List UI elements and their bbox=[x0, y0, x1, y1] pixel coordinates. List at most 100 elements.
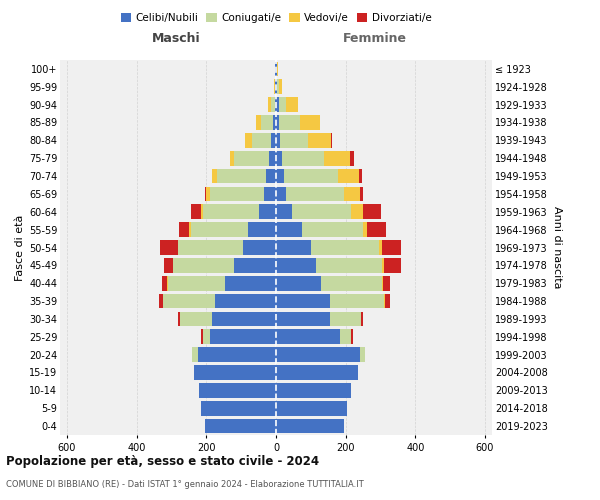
Bar bbox=[276, 98, 279, 112]
Bar bbox=[302, 222, 363, 237]
Text: Femmine: Femmine bbox=[343, 32, 407, 45]
Bar bbox=[178, 240, 243, 255]
Bar bbox=[382, 240, 401, 255]
Bar bbox=[201, 330, 203, 344]
Bar bbox=[167, 276, 168, 290]
Bar bbox=[344, 186, 359, 201]
Bar bbox=[361, 312, 363, 326]
Y-axis label: Anni di nascita: Anni di nascita bbox=[552, 206, 562, 289]
Bar bbox=[180, 312, 212, 326]
Bar bbox=[234, 258, 276, 272]
Bar bbox=[276, 168, 284, 184]
Bar bbox=[331, 133, 332, 148]
Bar bbox=[194, 365, 276, 380]
Bar bbox=[271, 133, 276, 148]
Bar bbox=[276, 258, 316, 272]
Bar bbox=[269, 151, 276, 166]
Bar bbox=[359, 168, 362, 184]
Bar bbox=[191, 204, 201, 219]
Bar bbox=[206, 186, 210, 201]
Bar bbox=[205, 419, 276, 434]
Bar bbox=[311, 240, 379, 255]
Bar bbox=[212, 168, 217, 184]
Bar bbox=[383, 276, 390, 290]
Bar bbox=[275, 62, 276, 76]
Bar bbox=[168, 276, 226, 290]
Y-axis label: Fasce di età: Fasce di età bbox=[14, 214, 25, 280]
Bar bbox=[276, 401, 347, 415]
Bar bbox=[178, 312, 180, 326]
Bar bbox=[340, 330, 351, 344]
Bar bbox=[276, 186, 286, 201]
Bar bbox=[316, 258, 382, 272]
Bar bbox=[276, 276, 321, 290]
Bar bbox=[359, 186, 363, 201]
Text: Maschi: Maschi bbox=[152, 32, 201, 45]
Bar bbox=[201, 401, 276, 415]
Bar bbox=[286, 186, 344, 201]
Bar bbox=[261, 115, 273, 130]
Bar bbox=[276, 240, 311, 255]
Bar bbox=[163, 294, 215, 308]
Bar bbox=[276, 204, 292, 219]
Bar bbox=[210, 330, 276, 344]
Bar bbox=[256, 115, 261, 130]
Bar bbox=[191, 222, 248, 237]
Bar bbox=[173, 258, 234, 272]
Bar bbox=[276, 312, 330, 326]
Bar bbox=[248, 222, 276, 237]
Bar bbox=[276, 222, 302, 237]
Bar bbox=[266, 168, 276, 184]
Bar bbox=[276, 419, 344, 434]
Bar bbox=[385, 294, 390, 308]
Bar bbox=[276, 294, 330, 308]
Bar bbox=[367, 222, 386, 237]
Bar bbox=[251, 133, 271, 148]
Bar bbox=[363, 204, 380, 219]
Bar bbox=[276, 151, 282, 166]
Bar bbox=[301, 115, 320, 130]
Bar bbox=[276, 330, 340, 344]
Bar bbox=[330, 294, 384, 308]
Bar bbox=[264, 186, 276, 201]
Bar bbox=[384, 258, 401, 272]
Bar bbox=[245, 133, 251, 148]
Legend: Celibi/Nubili, Coniugati/e, Vedovi/e, Divorziati/e: Celibi/Nubili, Coniugati/e, Vedovi/e, Di… bbox=[116, 9, 436, 28]
Bar bbox=[226, 276, 276, 290]
Bar bbox=[276, 62, 277, 76]
Bar bbox=[276, 348, 359, 362]
Bar bbox=[217, 168, 266, 184]
Bar bbox=[276, 115, 280, 130]
Bar bbox=[210, 186, 264, 201]
Bar bbox=[230, 151, 234, 166]
Bar bbox=[286, 98, 298, 112]
Bar bbox=[199, 383, 276, 398]
Bar bbox=[212, 312, 276, 326]
Bar bbox=[275, 80, 276, 94]
Bar bbox=[276, 365, 358, 380]
Bar bbox=[384, 294, 385, 308]
Bar bbox=[280, 115, 301, 130]
Bar bbox=[162, 276, 167, 290]
Bar bbox=[379, 240, 382, 255]
Bar bbox=[268, 98, 271, 112]
Text: COMUNE DI BIBBIANO (RE) - Dati ISTAT 1° gennaio 2024 - Elaborazione TUTTITALIA.I: COMUNE DI BIBBIANO (RE) - Dati ISTAT 1° … bbox=[6, 480, 364, 489]
Bar bbox=[282, 151, 324, 166]
Bar bbox=[338, 168, 359, 184]
Bar bbox=[359, 348, 365, 362]
Bar bbox=[276, 383, 351, 398]
Bar bbox=[321, 276, 382, 290]
Bar bbox=[273, 115, 276, 130]
Bar bbox=[164, 258, 173, 272]
Bar bbox=[277, 62, 278, 76]
Bar bbox=[330, 312, 361, 326]
Bar bbox=[279, 98, 286, 112]
Bar bbox=[292, 204, 351, 219]
Bar bbox=[274, 80, 275, 94]
Bar bbox=[351, 204, 363, 219]
Bar bbox=[350, 151, 353, 166]
Bar bbox=[159, 294, 163, 308]
Bar bbox=[275, 98, 276, 112]
Bar bbox=[277, 80, 279, 94]
Bar bbox=[280, 133, 308, 148]
